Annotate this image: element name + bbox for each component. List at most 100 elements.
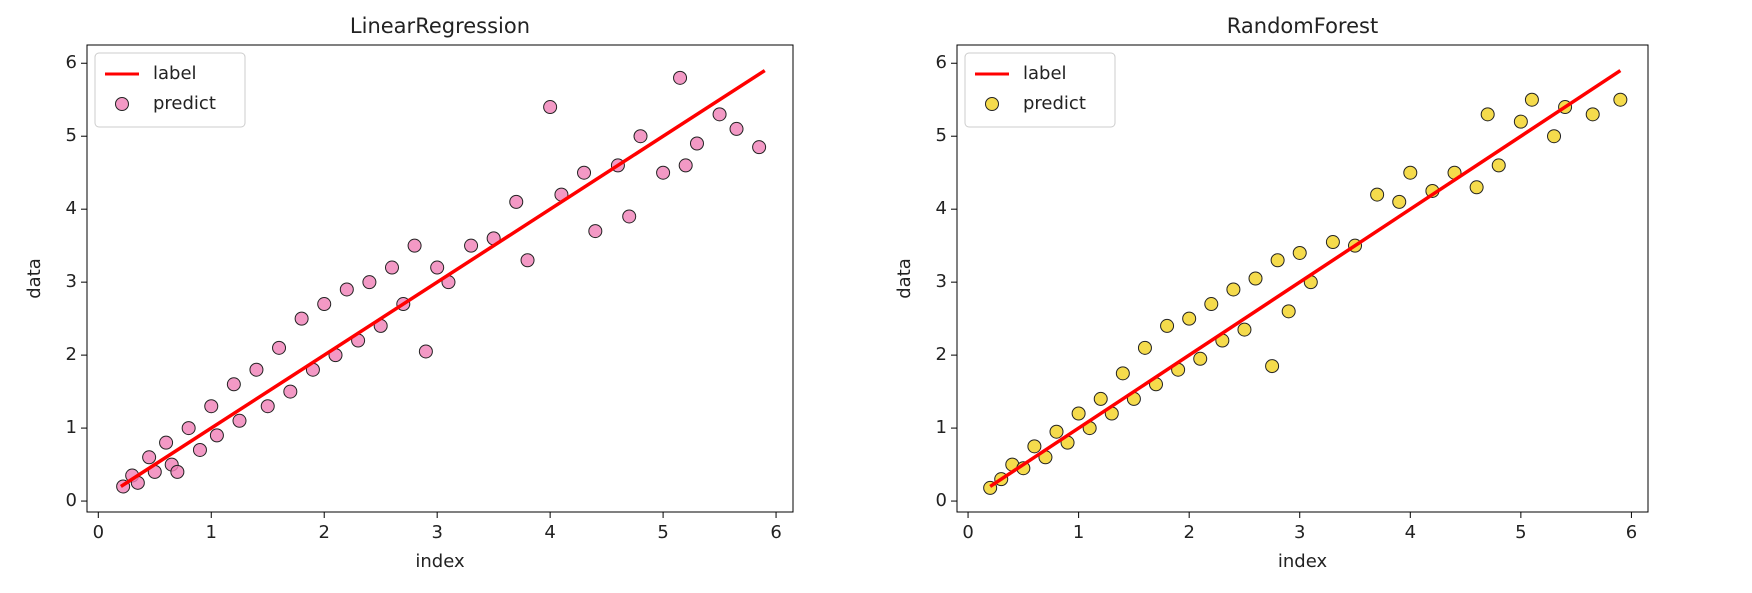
y-tick-label: 6 [66, 52, 77, 73]
point [1392, 194, 1407, 209]
point [209, 428, 224, 443]
point [283, 384, 298, 399]
point [1370, 187, 1385, 202]
point [384, 260, 399, 275]
legend-label: label [153, 63, 197, 84]
y-tick-label: 4 [66, 198, 77, 219]
point [170, 464, 185, 479]
point [1049, 424, 1064, 439]
subplot: RandomForest index data 0 1 2 3 4 5 6 0 1 2 3 4 5 6 label… [894, 14, 1649, 572]
legend-box [964, 52, 1116, 128]
y-axis-label: data [24, 258, 45, 299]
point [1270, 253, 1285, 268]
x-tick-label: 2 [1183, 522, 1194, 543]
point [362, 275, 377, 290]
point [712, 107, 727, 122]
plot-area [983, 69, 1628, 495]
y-tick-label: 1 [936, 417, 947, 438]
y-tick-label: 2 [936, 344, 947, 365]
x-tick-label: 4 [1405, 522, 1416, 543]
x-tick-label: 1 [1073, 522, 1084, 543]
x-axis-label: index [415, 551, 465, 572]
x-tick-label: 6 [770, 522, 781, 543]
point [1491, 158, 1506, 173]
point [1469, 180, 1484, 195]
point [1182, 311, 1197, 326]
point [656, 165, 671, 180]
point [520, 253, 535, 268]
point [622, 209, 637, 224]
point [577, 165, 592, 180]
y-tick-label: 0 [936, 490, 947, 511]
point [418, 344, 433, 359]
point [1547, 129, 1562, 144]
y-tick-label: 6 [936, 52, 947, 73]
x-tick-label: 1 [206, 522, 217, 543]
point [689, 136, 704, 151]
axes-frame [86, 44, 794, 513]
point [204, 399, 219, 414]
y-tick-label: 0 [66, 490, 77, 511]
plot-area [116, 69, 767, 494]
point [1480, 107, 1495, 122]
y-tick-label: 5 [66, 125, 77, 146]
legend: label predict [964, 52, 1116, 128]
point [159, 435, 174, 450]
x-axis-label: index [1278, 551, 1328, 572]
x-tick-label: 6 [1626, 522, 1637, 543]
x-tick-label: 3 [1294, 522, 1305, 543]
point [509, 194, 524, 209]
legend-swatch [115, 97, 129, 111]
legend-box [94, 52, 246, 128]
label-line [989, 69, 1622, 488]
point [1237, 322, 1252, 337]
x-tick-label: 4 [544, 522, 555, 543]
point [272, 340, 287, 355]
point [339, 282, 354, 297]
point [1226, 282, 1241, 297]
y-tick-label: 4 [936, 198, 947, 219]
point [1281, 304, 1296, 319]
y-tick-label: 5 [936, 125, 947, 146]
point [673, 70, 688, 85]
point [633, 129, 648, 144]
legend-swatch [985, 97, 999, 111]
point [588, 224, 603, 239]
legend-label: predict [1023, 93, 1086, 114]
y-axis-label: data [894, 258, 915, 299]
point [1137, 340, 1152, 355]
y-tick-label: 2 [66, 344, 77, 365]
point [1115, 366, 1130, 381]
x-tick-label: 0 [93, 522, 104, 543]
point [1265, 359, 1280, 374]
legend: label predict [94, 52, 246, 128]
point [430, 260, 445, 275]
point [232, 413, 247, 428]
legend-label: predict [153, 93, 216, 114]
y-tick-label: 3 [936, 271, 947, 292]
point [1325, 235, 1340, 250]
x-tick-label: 2 [318, 522, 329, 543]
point [1613, 92, 1628, 107]
point [1071, 406, 1086, 421]
x-tick-label: 5 [657, 522, 668, 543]
point [1248, 271, 1263, 286]
point [1193, 351, 1208, 366]
y-tick-label: 3 [66, 271, 77, 292]
y-tick-label: 1 [66, 417, 77, 438]
x-tick-label: 3 [431, 522, 442, 543]
point [678, 158, 693, 173]
point [1204, 297, 1219, 312]
point [543, 100, 558, 115]
point [1292, 245, 1307, 260]
label-line [119, 69, 766, 488]
point [1403, 165, 1418, 180]
point [1027, 439, 1042, 454]
point [260, 399, 275, 414]
point [1093, 391, 1108, 406]
chart-title: LinearRegression [350, 14, 530, 38]
point [464, 238, 479, 253]
